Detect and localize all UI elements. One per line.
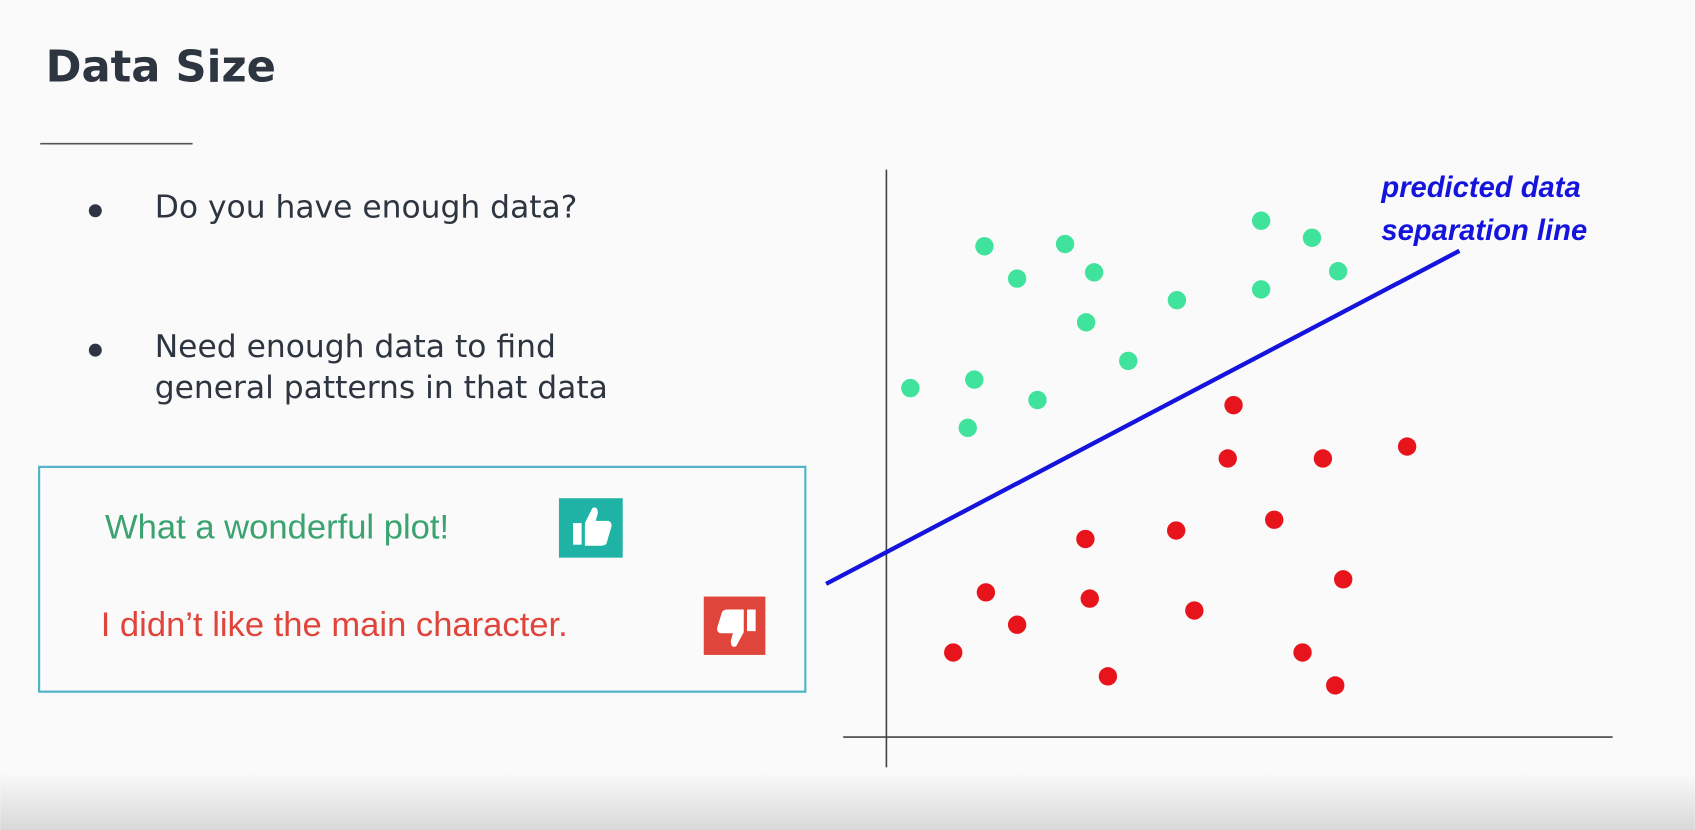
review-box xyxy=(38,465,807,693)
data-point xyxy=(1224,395,1243,415)
data-point xyxy=(1265,510,1284,529)
data-point xyxy=(1313,449,1333,468)
data-point xyxy=(1119,351,1138,371)
data-point xyxy=(1185,601,1204,620)
data-point xyxy=(1251,280,1271,299)
bullet-dot xyxy=(88,204,102,218)
data-point xyxy=(1098,667,1118,686)
thumbs-down-icon xyxy=(703,596,766,655)
data-point xyxy=(1007,615,1027,634)
scatter-plot: predicted data separation line xyxy=(825,172,1587,695)
slide-title: Data Size xyxy=(46,43,276,93)
negative-review: I didn’t like the main character. xyxy=(101,606,568,644)
data-point xyxy=(1167,290,1187,310)
data-point xyxy=(958,418,977,438)
data-point xyxy=(1076,313,1096,332)
data-point xyxy=(1302,228,1322,247)
data-point xyxy=(1084,263,1104,282)
annotation-label: predicted data xyxy=(1380,172,1580,204)
data-point xyxy=(965,370,984,389)
data-point xyxy=(1397,437,1417,456)
data-point xyxy=(1076,529,1095,549)
data-point xyxy=(1218,449,1237,468)
data-point xyxy=(1028,390,1047,410)
bullet-dot xyxy=(88,343,102,357)
thumbs-up-icon xyxy=(558,498,623,558)
data-point xyxy=(1007,269,1027,288)
bullet-text: Need enough data to find xyxy=(155,329,556,365)
data-point xyxy=(975,237,994,256)
data-point xyxy=(1080,589,1099,608)
data-point xyxy=(976,583,996,602)
annotation-label: separation line xyxy=(1381,215,1587,247)
data-point xyxy=(1334,570,1353,589)
data-point xyxy=(1293,643,1312,662)
separation-line xyxy=(825,248,1461,586)
bullet-text: general patterns in that data xyxy=(155,370,608,406)
positive-review: What a wonderful plot! xyxy=(105,509,449,547)
bullet-text: Do you have enough data? xyxy=(155,190,578,226)
data-point xyxy=(901,378,920,398)
data-point xyxy=(1251,211,1271,230)
data-point xyxy=(944,643,963,662)
data-point xyxy=(1326,676,1345,695)
data-point xyxy=(1055,234,1075,254)
data-point xyxy=(1328,262,1348,281)
footer-shade xyxy=(0,772,1695,830)
data-point xyxy=(1166,521,1186,540)
